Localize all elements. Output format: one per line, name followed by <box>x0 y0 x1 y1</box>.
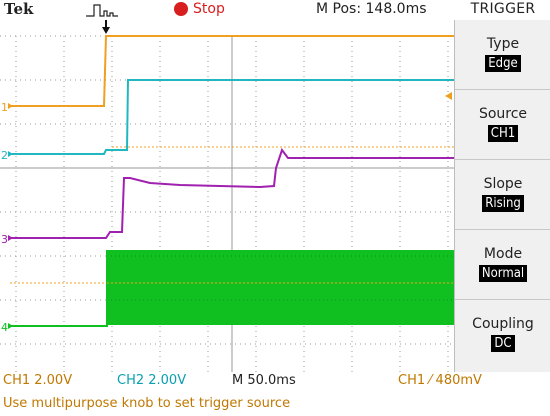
ch2-ground-marker: 2 <box>1 149 13 162</box>
menu-item-label: Mode <box>483 246 523 262</box>
ch2-scale-readout: CH2 2.00V <box>117 373 187 388</box>
horizontal-position-readout: M Pos: 148.0ms <box>316 1 427 17</box>
top-status-bar: Tek Stop M Pos: 148.0ms TRIGGER <box>0 0 550 20</box>
menu-item-label: Slope <box>483 176 523 192</box>
help-message-bar: Use multipurpose knob to set trigger sou… <box>0 394 550 416</box>
ch1-ground-marker: 1 <box>1 101 13 114</box>
svg-text:3: 3 <box>1 233 8 246</box>
menu-title: TRIGGER <box>470 1 536 17</box>
menu-item-type[interactable]: Type Edge <box>455 20 550 90</box>
waveform-display: 1 2 3 4 <box>0 20 454 372</box>
channel-status-bar: CH1 2.00V CH2 2.00V M 50.0ms CH1 ⁄ 480mV <box>0 372 550 390</box>
menu-item-slope[interactable]: Slope Rising <box>455 160 550 230</box>
menu-item-value: Rising <box>482 195 524 212</box>
svg-text:1: 1 <box>1 101 8 114</box>
ch1-waveform <box>10 35 454 107</box>
ch2-waveform <box>10 79 454 155</box>
menu-item-label: Type <box>486 36 520 52</box>
menu-item-value: Normal <box>478 265 528 282</box>
brand-logo: Tek <box>4 0 34 18</box>
menu-item-mode[interactable]: Mode Normal <box>455 230 550 300</box>
ch1-scale-readout: CH1 2.00V <box>3 373 73 388</box>
menu-item-label: Coupling <box>472 316 534 332</box>
acquisition-status: Stop <box>193 1 225 17</box>
trigger-readout: CH1 ⁄ 480mV <box>398 373 482 388</box>
timebase-readout: M 50.0ms <box>232 373 296 388</box>
ch4-ground-marker: 4 <box>1 321 13 334</box>
svg-text:2: 2 <box>1 149 8 162</box>
trigger-position-marker <box>102 27 110 34</box>
trigger-level-marker <box>445 92 452 100</box>
help-message: Use multipurpose knob to set trigger sou… <box>3 396 291 411</box>
trigger-menu: Type Edge Source CH1 Slope Rising Mode N… <box>454 20 550 372</box>
ch3-waveform <box>10 147 454 239</box>
menu-item-coupling[interactable]: Coupling DC <box>455 300 550 369</box>
ch4-waveform <box>10 250 108 327</box>
menu-item-label: Source <box>478 106 528 122</box>
trigger-status-icon <box>86 4 118 17</box>
menu-item-value: DC <box>491 335 515 352</box>
menu-item-source[interactable]: Source CH1 <box>455 90 550 160</box>
stop-icon <box>174 2 188 16</box>
ch3-ground-marker: 3 <box>1 233 13 246</box>
menu-item-value: CH1 <box>487 125 519 142</box>
svg-text:4: 4 <box>1 321 8 334</box>
ch4-signal-band <box>107 250 454 325</box>
menu-item-value: Edge <box>485 55 521 72</box>
